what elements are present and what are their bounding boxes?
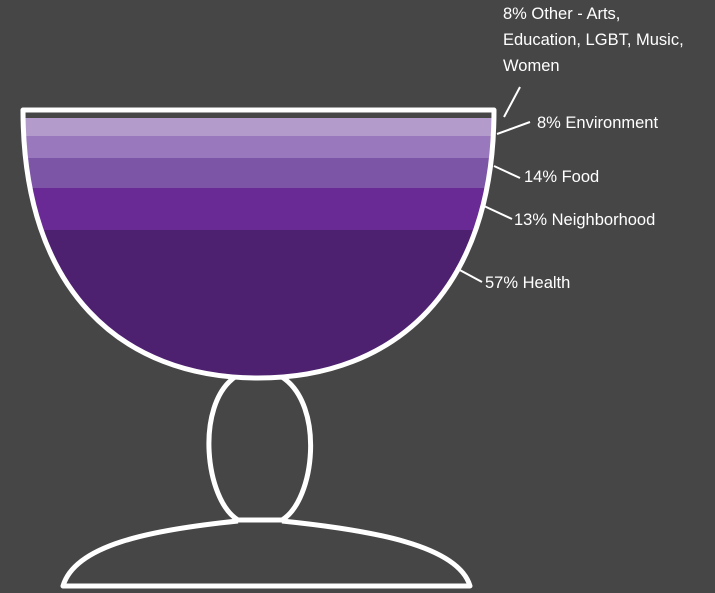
band-other-arts-education-lgbt-music-women xyxy=(23,118,494,136)
slice-labels: 8% Other - Arts, Education, LGBT, Music, W… xyxy=(455,5,684,292)
leader-line xyxy=(493,165,521,179)
band-food xyxy=(23,158,494,188)
slice-label: 13% Neighborhood xyxy=(514,211,655,229)
goblet-stem-outline xyxy=(206,374,313,523)
slice-label: 8% Other - Arts, Education, LGBT, Music, W… xyxy=(503,5,684,75)
leader-line xyxy=(483,205,513,220)
goblet-outline xyxy=(20,107,497,589)
leader-line xyxy=(455,267,483,283)
band-environment xyxy=(23,136,494,158)
slice-label: 57% Health xyxy=(485,274,570,292)
leader-line xyxy=(496,121,531,135)
cup-bowl-outline xyxy=(20,107,497,381)
cup-empty-rim xyxy=(23,110,494,118)
band-health xyxy=(23,230,494,378)
slice-label: 14% Food xyxy=(524,168,599,186)
band-neighborhood xyxy=(23,188,494,230)
slice-label: 8% Environment xyxy=(537,114,658,132)
leader-line xyxy=(503,86,521,118)
cup-fill-bands xyxy=(23,110,494,378)
goblet-base-outline xyxy=(60,518,473,589)
